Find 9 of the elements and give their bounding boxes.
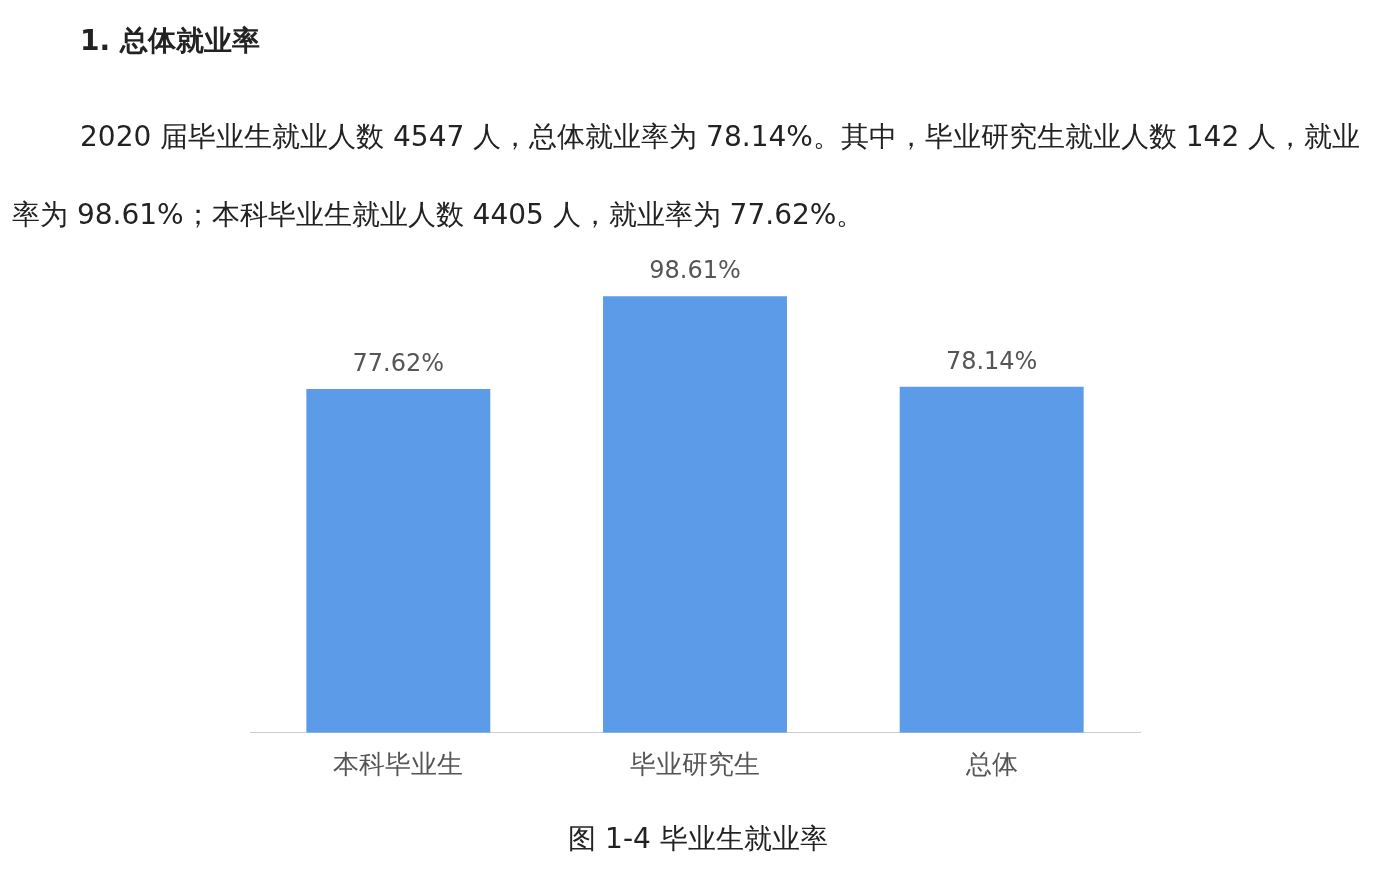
x-tick-label: 总体 <box>964 749 1018 780</box>
data-label: 77.62% <box>352 349 445 378</box>
text: 2020 届毕业生就业人数 4547 人，总体就业率为 78.14%。其中，毕业研究生就业人数 142 人，就业率为 98.61%；本科毕业生就业人数 4405 人，就业率为 77.62%。 <box>12 120 1361 231</box>
data-label: 98.61% <box>649 256 741 285</box>
chart-title: 1. 总体就业率 <box>80 23 260 59</box>
caption: 图 1-4 毕业生就业率 <box>567 821 829 857</box>
x-tick-label: 本科毕业生 <box>333 749 464 780</box>
data-label: 78.14% <box>945 347 1038 376</box>
x-tick-label: 毕业研究生 <box>630 749 760 780</box>
